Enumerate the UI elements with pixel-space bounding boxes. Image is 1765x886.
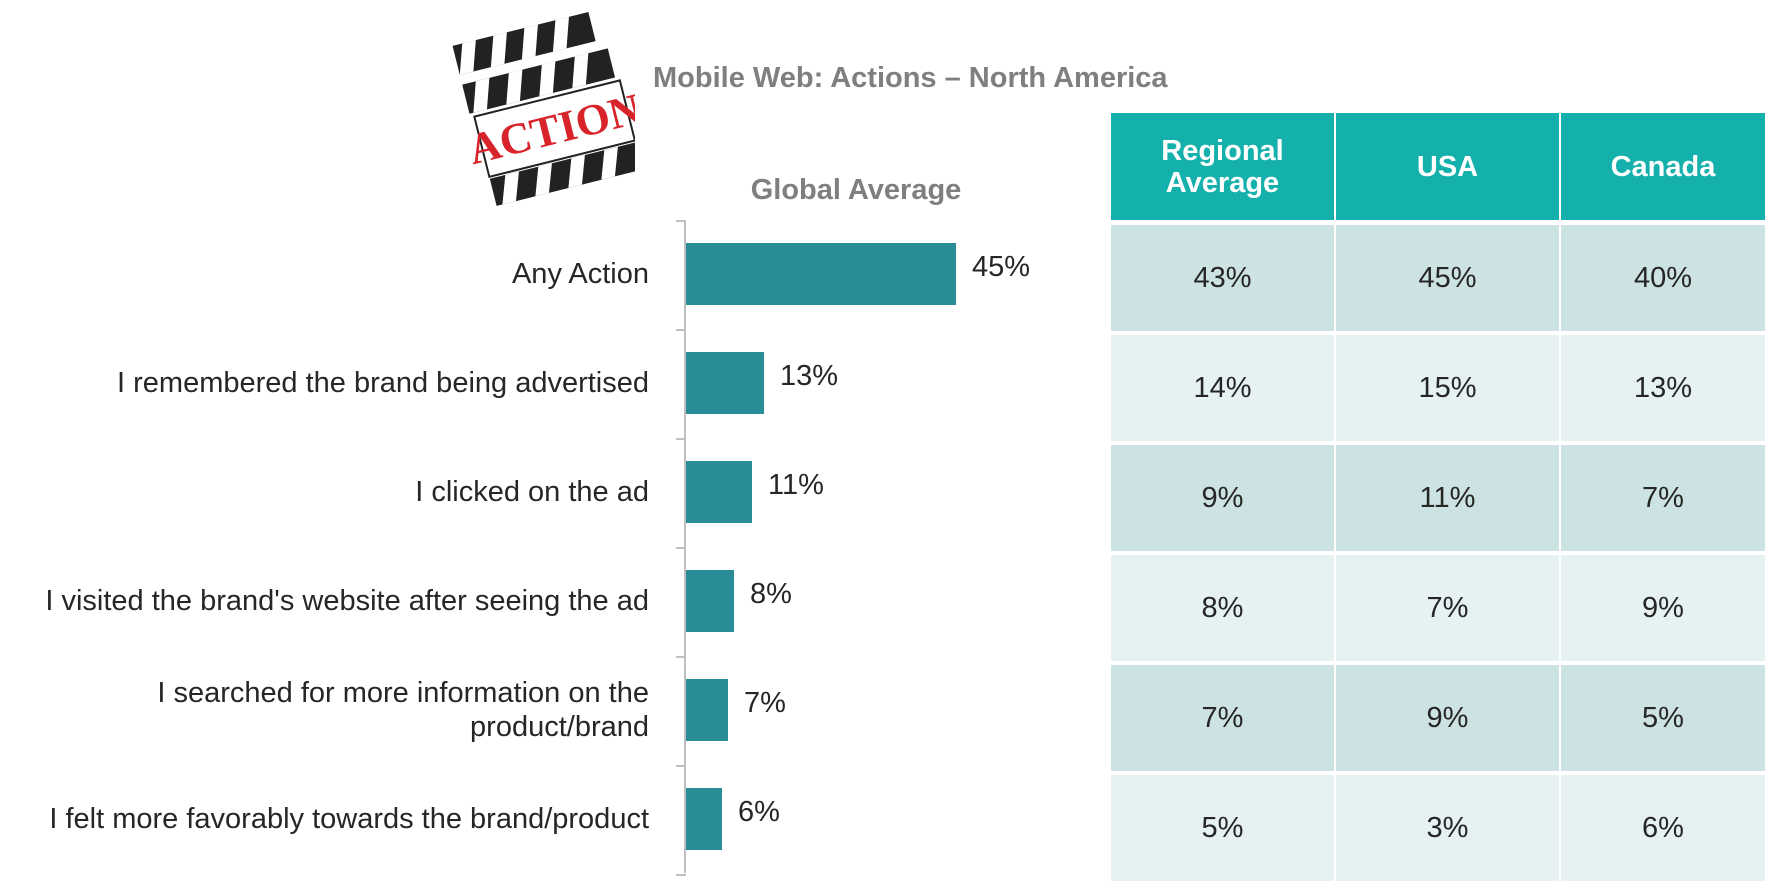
table-cell: 15%: [1336, 335, 1559, 441]
table-cell: 43%: [1111, 225, 1334, 331]
table-cell: 6%: [1561, 775, 1765, 881]
category-label: I remembered the brand being advertised: [9, 338, 649, 428]
table-cell: 8%: [1111, 555, 1334, 661]
bar: [686, 679, 728, 741]
table-cell: 11%: [1336, 445, 1559, 551]
category-label: Any Action: [9, 229, 649, 319]
chart-title: Mobile Web: Actions – North America: [653, 62, 1168, 95]
table-cell: 9%: [1111, 445, 1334, 551]
table-cell: 9%: [1561, 555, 1765, 661]
bar: [686, 243, 956, 305]
axis-tick: [676, 220, 686, 222]
value-label: 8%: [750, 577, 792, 611]
page: ACTION Mobile Web: Actions – North Ameri…: [0, 0, 1765, 886]
table-cell: 5%: [1561, 665, 1765, 771]
table-cell: 13%: [1561, 335, 1765, 441]
category-label: I felt more favorably towards the brand/…: [9, 774, 649, 864]
table-header-cell: Canada: [1561, 113, 1765, 220]
bar: [686, 352, 764, 414]
category-label: I visited the brand's website after seei…: [9, 556, 649, 646]
table-cell: 40%: [1561, 225, 1765, 331]
table-header-cell: Regional Average: [1111, 113, 1334, 220]
table-cell: 7%: [1561, 445, 1765, 551]
table-cell: 7%: [1111, 665, 1334, 771]
chart-subtitle: Global Average: [736, 174, 976, 207]
table-header-cell: USA: [1336, 113, 1559, 220]
category-label: I searched for more information on the p…: [9, 665, 649, 755]
value-label: 7%: [744, 686, 786, 720]
value-label: 13%: [780, 359, 838, 393]
axis-tick: [676, 874, 686, 876]
table-cell: 5%: [1111, 775, 1334, 881]
table-cell: 14%: [1111, 335, 1334, 441]
axis-tick: [676, 438, 686, 440]
value-label: 45%: [972, 250, 1030, 284]
bar: [686, 461, 752, 523]
clapper-icon: ACTION: [450, 4, 635, 210]
value-label: 11%: [768, 468, 824, 502]
bar: [686, 570, 734, 632]
category-label: I clicked on the ad: [9, 447, 649, 537]
table-cell: 7%: [1336, 555, 1559, 661]
table-cell: 3%: [1336, 775, 1559, 881]
axis-tick: [676, 547, 686, 549]
bar: [686, 788, 722, 850]
table-cell: 45%: [1336, 225, 1559, 331]
axis-tick: [676, 656, 686, 658]
value-label: 6%: [738, 795, 780, 829]
axis-tick: [676, 765, 686, 767]
axis-tick: [676, 329, 686, 331]
table-cell: 9%: [1336, 665, 1559, 771]
